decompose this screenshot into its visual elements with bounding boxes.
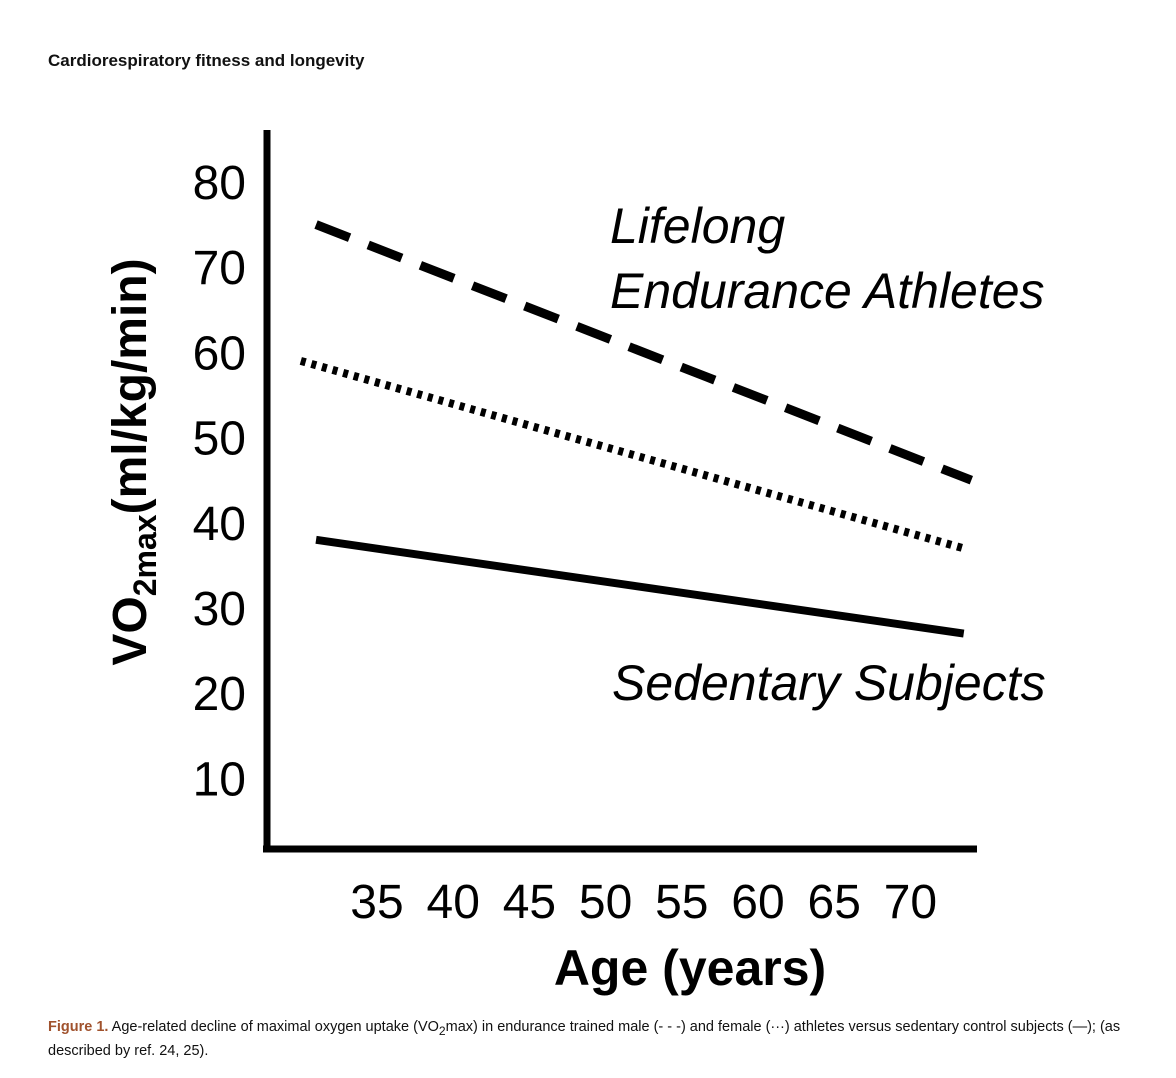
x-tick-label: 60 [731, 876, 784, 929]
caption-text-2: max) in endurance trained male (- - -) a… [48, 1019, 1121, 1059]
annotation-athletes-line2: Endurance Athletes [610, 263, 1045, 319]
y-tick-label: 70 [193, 242, 246, 295]
x-tick-label: 50 [579, 876, 632, 929]
y-tick-label: 80 [193, 157, 246, 210]
y-tick-label: 40 [193, 498, 246, 551]
series-lines [299, 220, 973, 638]
figure-caption: Figure 1. Age-related decline of maximal… [48, 1017, 1148, 1061]
x-tick-label: 70 [884, 876, 937, 929]
y-axis-label-main: VO [104, 596, 157, 665]
y-axis-label: VO2max(ml/kg/min) [104, 258, 163, 665]
y-tick-label: 10 [193, 753, 246, 806]
y-axis-label-unit: (ml/kg/min) [104, 258, 157, 514]
y-tick-label: 50 [193, 413, 246, 466]
y-tick-label: 30 [193, 583, 246, 636]
annotation-athletes-line1: Lifelong [610, 198, 785, 254]
x-tick-label: 40 [427, 876, 480, 929]
x-tick-label: 65 [808, 876, 861, 929]
y-tick-labels: 10 20 30 40 50 60 70 80 [193, 157, 246, 806]
running-title: Cardiorespiratory fitness and longevity [48, 51, 365, 70]
x-tick-label: 45 [503, 876, 556, 929]
series-line-dashed [314, 220, 973, 485]
x-tick-label: 55 [655, 876, 708, 929]
x-tick-label: 35 [350, 876, 403, 929]
caption-subscript: 2 [438, 1023, 446, 1038]
series-line-solid [315, 535, 965, 638]
annotation-sedentary: Sedentary Subjects [612, 655, 1046, 711]
caption-text-1: Age-related decline of maximal oxygen up… [108, 1019, 439, 1035]
y-axis-label-sub: 2max [127, 514, 163, 596]
figure-label: Figure 1. [48, 1019, 109, 1035]
y-tick-label: 60 [193, 327, 246, 380]
x-tick-labels: 35 40 45 50 55 60 65 70 [350, 876, 937, 929]
series-line-dotted [299, 357, 965, 553]
x-axis-label: Age (years) [554, 940, 826, 996]
y-tick-label: 20 [193, 668, 246, 721]
axes [263, 130, 977, 853]
